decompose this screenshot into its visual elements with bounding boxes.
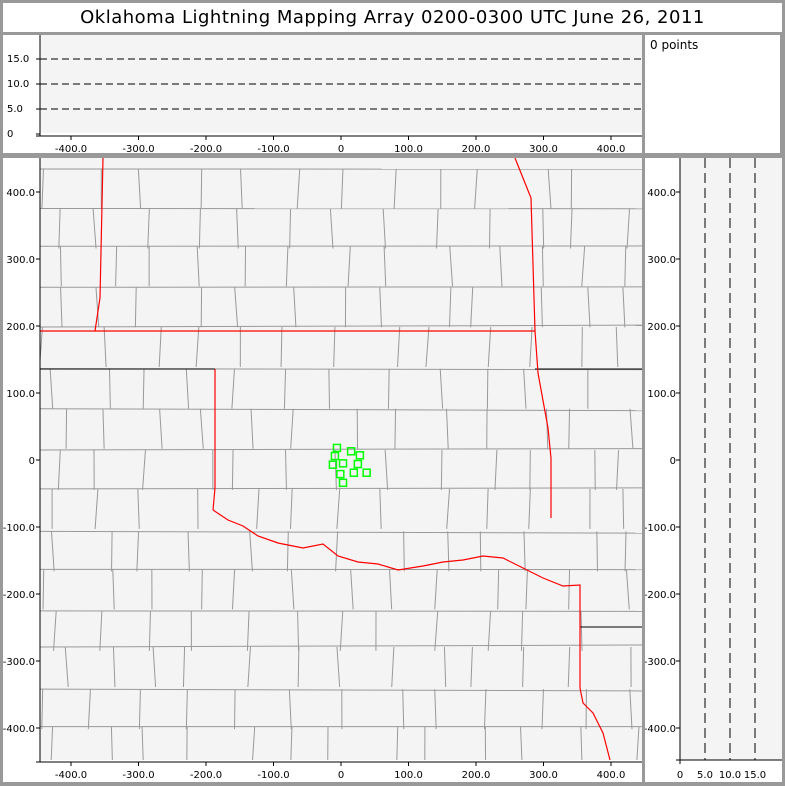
x-tick-label: 0 [338,770,344,781]
y-tick-label: 5.0 [7,104,23,115]
y-tick-label: 15.0 [7,54,29,65]
x-tick-label: 0 [338,144,344,153]
x-tick-label: 400.0 [597,770,626,781]
x-tick-label: -100.0 [257,144,289,153]
right-altitude-panel: 400.0 300.0 200.0 100.0 0 -100.0 -200.0 -300.0 -… [645,158,782,782]
point-count: 0 points [650,38,698,52]
county-border [441,450,442,490]
x-tick-label: 300.0 [529,144,558,153]
y-tick-label: 400.0 [647,188,676,199]
y-tick-label: 100.0 [647,389,676,400]
county-border [568,772,571,782]
x-tick-label: 400.0 [597,144,626,153]
y-tick-label: 300.0 [647,255,676,266]
x-tick-label: -200.0 [190,770,222,781]
top-altitude-plot[interactable]: 0 5.0 10.0 15.0 -400.0 -300.0 -200.0 -100.0 0 100… [3,35,642,153]
county-border [232,450,233,490]
county-border [345,772,346,782]
y-tick-label: -300.0 [3,657,35,668]
x-tick-label: -300.0 [122,144,154,153]
y-tick-label: 10.0 [7,79,29,90]
x-tick-label: -400.0 [55,144,87,153]
x-tick-label: 0 [677,770,683,781]
x-tick-label: 10.0 [719,770,741,781]
county-border [597,531,598,571]
main-map-panel: 400.0 300.0 200.0 100.0 0 -100.0 -200.0 -300.0 -… [3,158,642,782]
y-tick-label: -200.0 [645,590,676,601]
county-border [43,569,44,609]
x-tick-label: -300.0 [122,770,154,781]
top-altitude-panel: 0 5.0 10.0 15.0 -400.0 -300.0 -200.0 -100.0 0 100… [3,35,642,153]
county-border [480,531,481,571]
county-border [244,772,246,782]
x-tick-label: 100.0 [394,144,423,153]
right-altitude-plot[interactable]: 400.0 300.0 200.0 100.0 0 -100.0 -200.0 -300.0 -… [645,158,782,782]
x-tick-label: 100.0 [394,770,423,781]
x-tick-label: 300.0 [529,770,558,781]
county-border [235,689,236,729]
x-tick-label: 5.0 [697,770,713,781]
y-tick-label: 400.0 [6,188,35,199]
county-border [201,169,202,209]
county-border [163,772,164,782]
y-tick-label: -100.0 [3,523,35,534]
plan-view-map[interactable]: 400.0 300.0 200.0 100.0 0 -100.0 -200.0 -300.0 -… [3,158,642,782]
y-tick-label: 0 [29,456,35,467]
county-border [633,772,635,782]
y-tick-label: -200.0 [3,590,35,601]
plot-area [680,158,782,760]
y-tick-label: -100.0 [645,523,676,534]
x-tick-label: 200.0 [462,770,491,781]
y-tick-label: -400.0 [645,724,676,735]
x-tick-label: -200.0 [190,144,222,153]
county-border [96,772,97,782]
y-tick-label: 200.0 [647,322,676,333]
county-border [202,569,203,609]
y-tick-label: 100.0 [6,389,35,400]
window-title: Oklahoma Lightning Mapping Array 0200-03… [3,3,782,32]
county-border [112,531,113,571]
y-tick-label: 0 [7,129,13,140]
y-tick-label: -400.0 [3,724,35,735]
county-border [66,409,67,449]
x-tick-label: -100.0 [257,770,289,781]
x-tick-label: 200.0 [462,144,491,153]
x-tick-label: 15.0 [744,770,766,781]
y-tick-label: 300.0 [6,255,35,266]
county-border [395,409,396,449]
county-border [582,327,583,367]
info-panel: 0 points [645,35,780,153]
x-tick-label: -400.0 [55,770,87,781]
y-tick-label: 0 [670,456,676,467]
y-tick-label: 200.0 [6,322,35,333]
county-border [489,209,490,249]
y-tick-label: -300.0 [645,657,676,668]
county-border [329,369,330,409]
county-border [386,772,387,782]
plot-area [40,158,642,760]
